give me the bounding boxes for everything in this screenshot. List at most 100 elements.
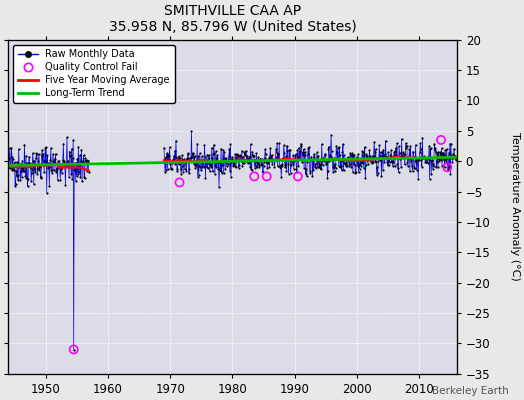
Point <box>306 170 314 176</box>
Point <box>391 162 399 169</box>
Point <box>422 155 431 161</box>
Point <box>405 146 413 153</box>
Point <box>398 154 407 160</box>
Point <box>18 158 27 164</box>
Point <box>17 160 26 167</box>
Point <box>78 178 86 185</box>
Point <box>289 160 297 167</box>
Point <box>392 152 401 158</box>
Point <box>363 157 371 164</box>
Point <box>69 137 78 143</box>
Point <box>412 157 420 163</box>
Point <box>425 176 434 182</box>
Point <box>442 158 451 165</box>
Point <box>168 160 177 166</box>
Point <box>60 158 69 164</box>
Point <box>418 134 427 141</box>
Point <box>446 140 454 147</box>
Point <box>234 153 243 159</box>
Point <box>15 164 24 171</box>
Point <box>48 170 56 176</box>
Point <box>375 155 383 162</box>
Point <box>376 153 384 159</box>
Point <box>276 164 284 170</box>
Point <box>308 157 316 163</box>
Point <box>204 159 212 166</box>
Point <box>162 153 171 159</box>
Point <box>216 160 224 167</box>
Point <box>78 159 86 165</box>
Point <box>213 155 221 161</box>
Point <box>424 156 433 163</box>
Point <box>196 167 205 174</box>
Point <box>206 162 215 168</box>
Point <box>79 152 88 158</box>
Point <box>337 158 345 164</box>
Point <box>398 154 406 160</box>
Point <box>438 163 446 169</box>
Point <box>160 156 169 162</box>
Point <box>362 151 370 158</box>
Point <box>308 173 316 179</box>
Point <box>40 168 48 175</box>
Point <box>338 167 346 173</box>
Point <box>26 165 35 171</box>
Point <box>280 150 289 156</box>
Point <box>365 157 373 163</box>
Point <box>33 170 41 177</box>
Point <box>35 151 43 157</box>
Point <box>212 164 221 170</box>
Point <box>28 150 37 156</box>
Point <box>223 163 231 169</box>
Point <box>413 157 422 163</box>
Point <box>328 148 336 154</box>
Point <box>171 148 179 154</box>
Point <box>283 142 291 149</box>
Point <box>403 163 412 169</box>
Point <box>242 148 250 154</box>
Point <box>383 159 391 165</box>
Point <box>452 154 460 161</box>
Point <box>265 164 274 170</box>
Point <box>300 151 309 158</box>
Point <box>244 159 253 165</box>
Point <box>339 149 347 155</box>
Point <box>421 156 429 162</box>
Point <box>50 156 59 162</box>
Point <box>243 160 252 166</box>
Point <box>372 146 380 152</box>
Point <box>371 158 379 164</box>
Point <box>79 158 87 164</box>
Point <box>342 161 350 167</box>
Point <box>312 165 320 171</box>
Point <box>167 166 176 172</box>
Point <box>354 151 362 157</box>
Point <box>200 164 208 170</box>
Point <box>296 156 304 163</box>
Point <box>298 149 307 156</box>
Point <box>301 170 310 177</box>
Point <box>401 140 410 146</box>
Point <box>217 170 226 176</box>
Point <box>317 166 325 172</box>
Point <box>187 155 195 161</box>
Point <box>322 161 331 167</box>
Point <box>324 146 333 152</box>
Point <box>211 170 219 177</box>
Point <box>352 169 360 175</box>
Point <box>381 137 390 144</box>
Point <box>176 155 184 162</box>
Point <box>285 170 293 177</box>
Point <box>424 154 432 160</box>
Point <box>377 149 385 155</box>
Point <box>28 166 36 173</box>
Point <box>390 152 398 158</box>
Point <box>344 156 352 163</box>
Point <box>438 145 446 152</box>
Point <box>17 168 25 174</box>
Point <box>313 149 321 155</box>
Point <box>235 162 244 169</box>
Point <box>63 163 72 169</box>
Point <box>292 166 300 172</box>
Point <box>299 152 307 158</box>
